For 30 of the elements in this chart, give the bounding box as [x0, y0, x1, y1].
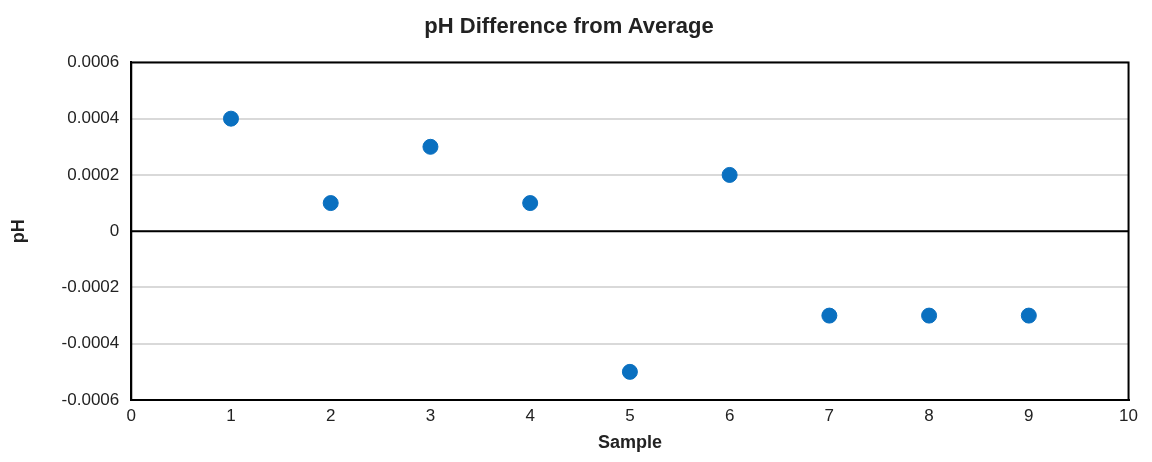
x-axis-title: Sample — [597, 432, 662, 453]
x-tick-label: 1 — [226, 405, 236, 425]
x-tick-label: 4 — [525, 405, 535, 425]
y-tick-label: 0.0002 — [67, 164, 120, 184]
point — [921, 307, 938, 324]
x-tick-label: 10 — [1119, 405, 1139, 425]
y-tick-label: -0.0006 — [61, 389, 120, 409]
x-tick-label: 3 — [425, 405, 436, 425]
point — [721, 166, 738, 183]
x-tick-label: 7 — [824, 405, 835, 425]
point — [222, 110, 239, 127]
y-tick-label: -0.0004 — [61, 333, 120, 353]
x-tick-label: 5 — [625, 405, 635, 425]
x-tick-label: 8 — [924, 405, 934, 425]
y-tick-label: 0 — [109, 220, 120, 240]
x-tick-label: 0 — [126, 405, 136, 425]
chart-title: pH Difference from Average — [424, 13, 714, 39]
point — [621, 363, 638, 380]
y-axis-title: pH — [7, 219, 28, 244]
x-tick-label: 9 — [1024, 405, 1034, 425]
x-tick-label: 2 — [325, 405, 336, 425]
point — [422, 138, 439, 155]
y-tick-label: 0.0004 — [67, 108, 120, 128]
y-tick-label: -0.0002 — [61, 277, 120, 297]
point — [1020, 307, 1037, 324]
point — [821, 307, 838, 324]
x-tick-label: 6 — [724, 405, 735, 425]
y-tick-label: 0.0006 — [67, 52, 120, 72]
point — [322, 195, 339, 212]
point — [522, 195, 539, 212]
